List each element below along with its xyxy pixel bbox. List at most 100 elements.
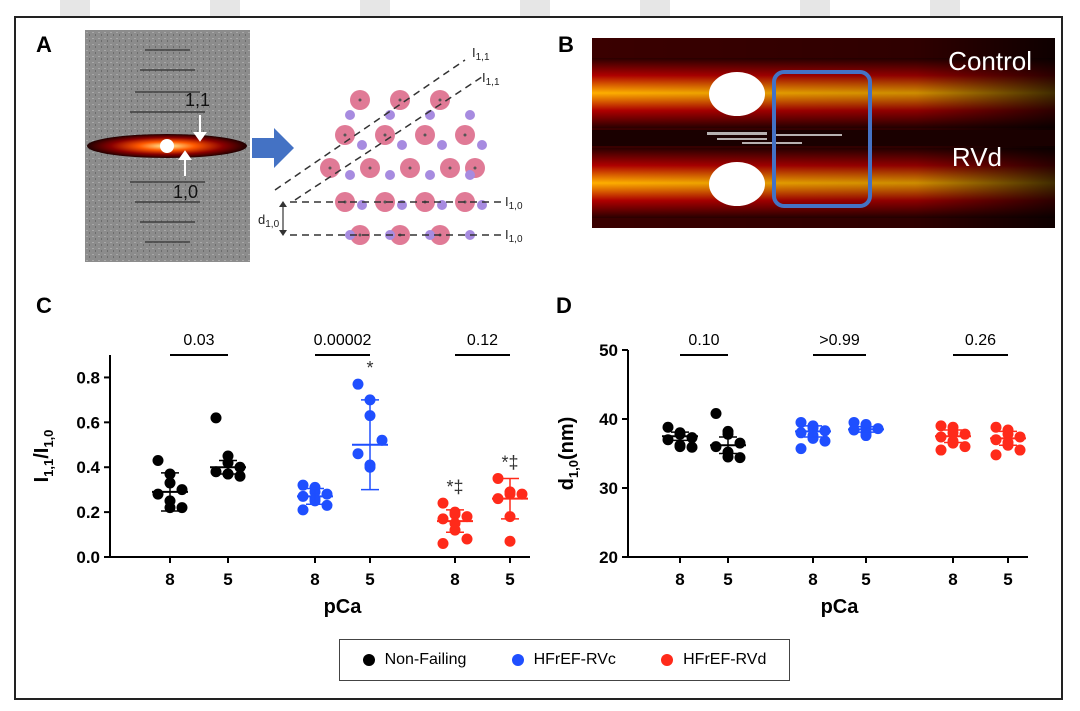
data-point	[710, 441, 722, 453]
filament-center-dot	[423, 133, 427, 137]
y-tick-label: 0.2	[76, 503, 100, 522]
significance-annotation: *‡	[501, 452, 518, 472]
watermark-graphic	[60, 0, 960, 20]
y-tick-label: 20	[599, 548, 618, 567]
panel-b-label: B	[558, 32, 574, 57]
i10-sub-1: 1,0	[509, 201, 523, 212]
data-point	[210, 412, 222, 424]
i10-label-1: I	[505, 194, 509, 209]
significance-annotation: *‡	[446, 477, 463, 497]
x-tick-label: 8	[165, 570, 174, 589]
d10-sub: 1,0	[265, 219, 279, 230]
i11-label-1: I	[472, 45, 476, 60]
panel-a-label: A	[36, 32, 52, 57]
i10-label-2: I	[505, 227, 509, 242]
data-point	[176, 502, 188, 514]
thin-filament-dot	[465, 110, 475, 120]
legend-label: HFrEF-RVd	[683, 651, 767, 668]
data-point	[734, 437, 746, 449]
legend-label: Non-Failing	[384, 651, 467, 668]
data-point	[504, 535, 516, 547]
data-point	[674, 441, 686, 453]
svg-text:I1,0: I1,0	[505, 194, 523, 212]
data-point	[795, 427, 807, 439]
legend-dot-hfref-rvd	[661, 654, 674, 666]
y-tick-label: 0.6	[76, 413, 100, 432]
legend-label: HFrEF-RVc	[533, 651, 616, 668]
p-value-label: 0.10	[688, 332, 719, 349]
x-tick-label: 5	[1003, 570, 1012, 589]
p-value-label: 0.00002	[314, 332, 372, 349]
d10-label: d	[258, 212, 265, 227]
data-point	[321, 488, 333, 500]
data-point	[990, 434, 1002, 446]
data-point	[662, 421, 674, 433]
rvd-label: RVd	[952, 142, 1002, 172]
p-value-label: 0.26	[965, 332, 996, 349]
highlight-box	[772, 70, 872, 208]
thin-filament-dot	[345, 170, 355, 180]
legend-item-non-failing: Non-Failing	[362, 651, 467, 669]
reflection-label-10: 1,0	[173, 182, 198, 202]
y-tick-label: 30	[599, 479, 618, 498]
data-point	[1014, 431, 1026, 443]
data-point	[234, 470, 246, 482]
x-tick-label: 5	[505, 570, 514, 589]
x-tick-label: 8	[675, 570, 684, 589]
filament-center-dot	[368, 166, 372, 170]
filament-lattice-diagram: d1,0 I1,1 I1,1 I1,0 I1,0	[258, 45, 523, 245]
thin-filament-dot	[425, 230, 435, 240]
y-tick-label: 50	[599, 341, 618, 360]
data-point	[437, 497, 449, 509]
x-tick-label: 8	[450, 570, 459, 589]
data-point	[734, 452, 746, 464]
legend-dot-non-failing	[362, 654, 375, 666]
x-axis-title: pCa	[324, 596, 363, 618]
x-tick-label: 8	[310, 570, 319, 589]
y-tick-label: 0.8	[76, 368, 100, 387]
filament-center-dot	[383, 133, 387, 137]
reflection-label-11: 1,1	[185, 90, 210, 110]
data-point	[807, 432, 819, 444]
thin-filament-dot	[477, 140, 487, 150]
data-point	[848, 416, 860, 428]
data-point	[686, 441, 698, 453]
y-tick-label: 0.4	[76, 458, 100, 477]
x-tick-label: 8	[948, 570, 957, 589]
data-point	[321, 499, 333, 511]
data-point	[1014, 444, 1026, 456]
legend-dot-hfref-rvc	[511, 654, 524, 666]
data-point	[437, 513, 449, 525]
filament-center-dot	[448, 166, 452, 170]
filament-center-dot	[358, 233, 362, 237]
x-tick-label: 5	[223, 570, 232, 589]
data-point	[176, 484, 188, 496]
thin-filament-dot	[437, 140, 447, 150]
thin-filament-dot	[385, 170, 395, 180]
x-tick-label: 5	[723, 570, 732, 589]
x-tick-label: 5	[365, 570, 374, 589]
svg-text:I1,1: I1,1	[472, 45, 490, 63]
data-point	[492, 472, 504, 484]
filament-center-dot	[358, 98, 362, 102]
data-point	[461, 533, 473, 545]
i10-sub-2: 1,0	[509, 234, 523, 245]
data-point	[935, 420, 947, 432]
x-axis-title: pCa	[821, 596, 860, 618]
filament-center-dot	[463, 133, 467, 137]
filament-center-dot	[328, 166, 332, 170]
filament-center-dot	[473, 166, 477, 170]
data-point	[795, 416, 807, 428]
data-point	[352, 378, 364, 390]
i11-label-2: I	[482, 70, 486, 85]
x-tick-label: 8	[808, 570, 817, 589]
y-tick-label: 40	[599, 410, 618, 429]
data-point	[935, 444, 947, 456]
y-tick-label: 0.0	[76, 548, 100, 567]
data-point	[461, 511, 473, 523]
filament-center-dot	[438, 98, 442, 102]
thin-filament-dot	[465, 170, 475, 180]
data-point	[959, 441, 971, 453]
